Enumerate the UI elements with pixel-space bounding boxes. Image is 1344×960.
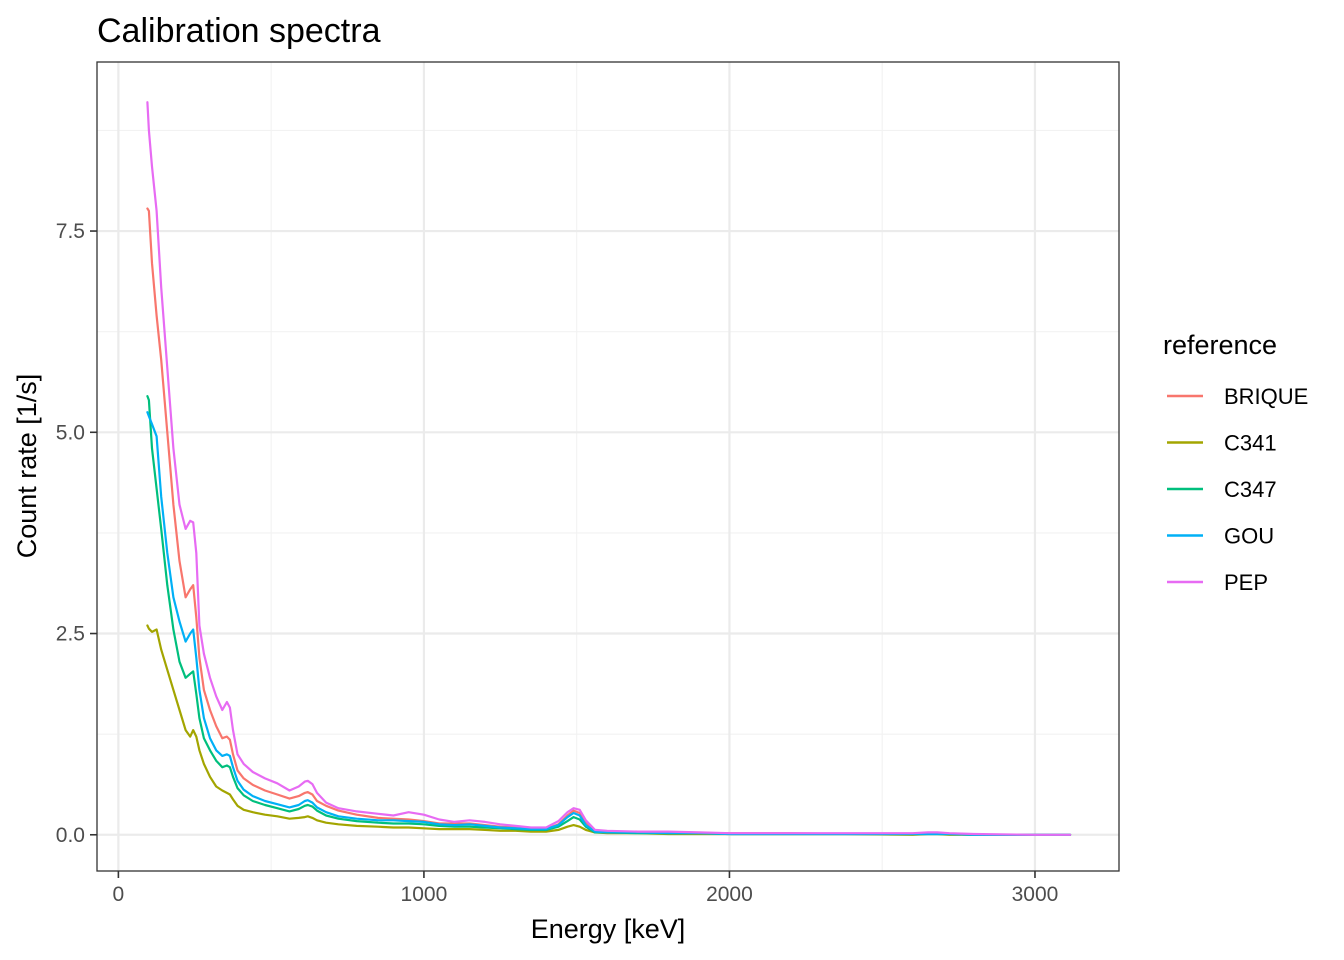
y-tick-label: 7.5 [56,220,85,243]
minor-gridlines [97,62,1119,871]
series-line-brique [146,207,1072,836]
x-tick-label: 1000 [401,883,448,906]
x-tick-label: 3000 [1012,883,1059,906]
legend-label-c347: C347 [1224,477,1277,502]
legend-title: reference [1163,330,1277,360]
panel-border [96,61,1120,872]
y-tick-label: 0.0 [56,824,85,847]
legend-label-pep: PEP [1224,570,1268,595]
series-lines [146,101,1072,836]
y-tick-label: 2.5 [56,623,85,646]
legend-label-c341: C341 [1224,431,1277,456]
y-axis-title: Count rate [1/s] [12,374,42,559]
x-tick-label: 0 [113,883,125,906]
series-line-pep [146,101,1072,836]
series-line-c341 [146,624,1072,836]
series-line-c347 [146,395,1072,836]
legend-label-gou: GOU [1224,524,1274,549]
y-axis: 0.0 2.5 5.0 7.5 [56,220,97,847]
legend-label-brique: BRIQUE [1224,384,1308,409]
major-gridlines [97,62,1119,871]
x-tick-label: 2000 [706,883,753,906]
series-line-gou [146,411,1072,836]
x-axis-title: Energy [keV] [531,914,686,944]
y-tick-label: 5.0 [56,421,85,444]
plot-panel [96,61,1120,872]
x-axis: 0 1000 2000 3000 [113,871,1059,906]
legend: reference BRIQUE C341 C347 GOU PEP [1163,330,1308,595]
chart-title: Calibration spectra [97,12,381,50]
